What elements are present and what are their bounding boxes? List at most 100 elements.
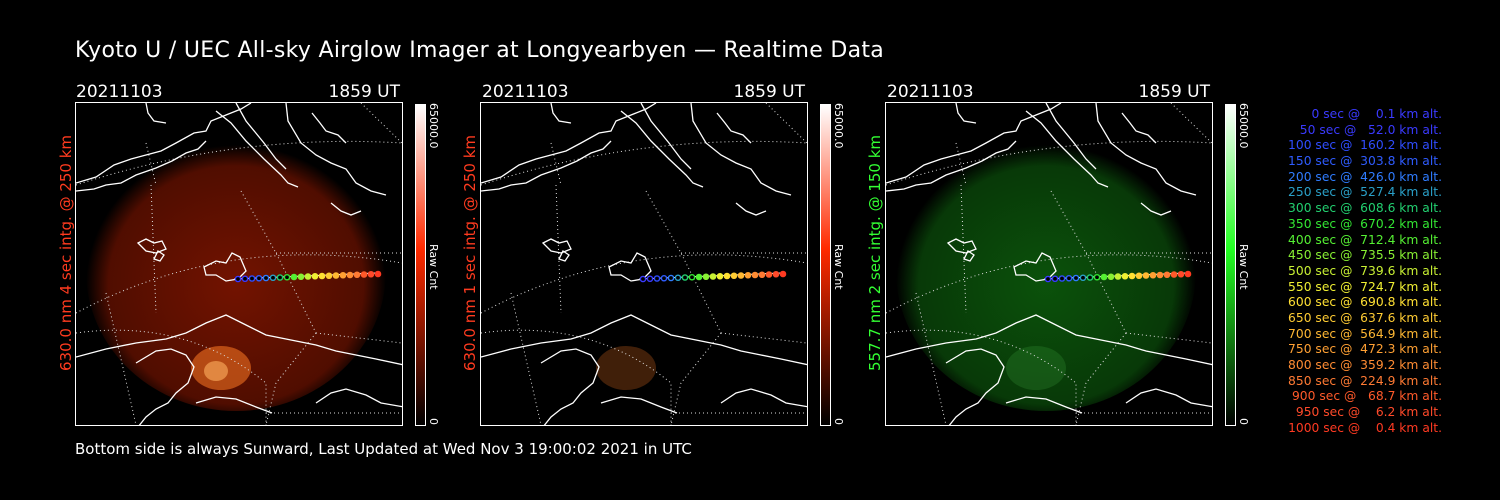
panel2-allsky-image — [480, 102, 808, 426]
legend-entry: 600 sec @ 690.8 km alt. — [1288, 295, 1442, 310]
trajectory-point — [1093, 273, 1101, 281]
trajectory-point — [1149, 271, 1157, 279]
trajectory-point — [737, 272, 745, 279]
trajectory-point — [276, 274, 284, 281]
trajectory-point — [332, 272, 340, 279]
trajectory-point — [367, 270, 375, 278]
panel2-wavelength-label: 630.0 nm 1 sec intg. @ 250 km — [461, 134, 479, 371]
legend-entry: 100 sec @ 160.2 km alt. — [1288, 138, 1442, 153]
aurora-patch — [596, 346, 656, 390]
trajectory-point — [779, 270, 787, 278]
trajectory-point — [723, 272, 731, 280]
trajectory-point — [1051, 275, 1059, 283]
panel3-wavelength-label: 557.7 nm 2 sec intg. @ 150 km — [866, 134, 884, 371]
coastlines — [481, 103, 807, 425]
lat-lon-grid — [481, 103, 807, 425]
trajectory-point — [758, 271, 766, 279]
legend-entry: 800 sec @ 359.2 km alt. — [1288, 358, 1442, 372]
trajectory-point — [660, 274, 668, 282]
legend-entry: 50 sec @ 52.0 km alt. — [1299, 122, 1442, 137]
trajectory-point — [1128, 272, 1136, 280]
page-title: Kyoto U / UEC All-sky Airglow Imager at … — [75, 38, 885, 63]
legend-entry: 0 sec @ 0.1 km alt. — [1311, 107, 1442, 121]
panel1-time: 1859 UT — [328, 82, 401, 102]
trajectory — [233, 270, 382, 283]
trajectory-point — [1184, 270, 1192, 278]
trajectory-point — [290, 273, 298, 281]
panel2-date: 20211103 — [482, 82, 569, 102]
trajectory-point — [646, 275, 654, 283]
trajectory-point — [353, 271, 361, 279]
legend-entry: 700 sec @ 564.9 km alt. — [1288, 326, 1442, 341]
trajectory-point — [639, 275, 647, 283]
trajectory-point — [248, 275, 256, 282]
trajectory-point — [269, 274, 277, 282]
footer-note: Bottom side is always Sunward, Last Upda… — [75, 440, 692, 458]
trajectory-point — [772, 270, 780, 278]
map-svg — [481, 103, 807, 425]
legend-entry: 750 sec @ 472.3 km alt. — [1288, 342, 1442, 357]
legend-entry: 900 sec @ 68.7 km alt. — [1291, 389, 1442, 404]
legend-entry: 350 sec @ 670.2 km alt. — [1288, 216, 1442, 231]
panel3-time: 1859 UT — [1138, 82, 1211, 102]
trajectory — [1043, 270, 1192, 283]
panel1-wavelength-label: 630.0 nm 4 sec intg. @ 250 km — [57, 134, 75, 371]
trajectory-point — [262, 274, 270, 282]
trajectory — [638, 270, 787, 283]
trajectory-point — [346, 271, 354, 279]
trajectory-point — [1114, 273, 1122, 280]
trajectory-point — [1079, 274, 1087, 282]
trajectory-point — [1170, 271, 1178, 278]
legend-entry: 850 sec @ 224.9 km alt. — [1288, 373, 1442, 388]
coastlines — [886, 103, 1212, 425]
trajectory-point — [702, 273, 710, 281]
legend-entry: 400 sec @ 712.4 km alt. — [1288, 232, 1442, 247]
trajectory-point — [339, 271, 347, 279]
legend-entry: 650 sec @ 637.6 km alt. — [1288, 310, 1442, 325]
trajectory-point — [1163, 271, 1171, 279]
legend-entry: 450 sec @ 735.5 km alt. — [1288, 248, 1442, 263]
legend-entry: 200 sec @ 426.0 km alt. — [1288, 169, 1442, 184]
panel2-colorbar — [820, 104, 831, 426]
panel2-colorbar-unit: Raw Cnt — [832, 244, 845, 290]
panel3-colorbar-min: 0 — [1237, 418, 1250, 425]
panel3-date: 20211103 — [887, 82, 974, 102]
trajectory-point — [1044, 275, 1052, 283]
trajectory-point — [1058, 275, 1066, 282]
trajectory-point — [716, 272, 724, 280]
trajectory-point — [1107, 273, 1115, 281]
panel1-date: 20211103 — [76, 82, 163, 102]
map-svg — [76, 103, 402, 425]
trajectory-point — [751, 271, 759, 279]
panel1-colorbar — [415, 104, 426, 426]
panel1-allsky-image — [75, 102, 403, 426]
legend-entry: 500 sec @ 739.6 km alt. — [1288, 263, 1442, 278]
trajectory-point — [1072, 274, 1080, 282]
trajectory-point — [674, 274, 682, 282]
trajectory-point — [1156, 271, 1164, 279]
lat-lon-grid — [886, 103, 1212, 425]
trajectory-point — [297, 273, 305, 281]
trajectory-point — [730, 272, 738, 280]
trajectory-point — [311, 272, 319, 280]
legend-entry: 550 sec @ 724.7 km alt. — [1288, 279, 1442, 294]
aurora-patch — [1006, 346, 1066, 390]
legend-entry: 950 sec @ 6.2 km alt. — [1295, 405, 1442, 420]
legend-entry: 300 sec @ 608.6 km alt. — [1288, 201, 1442, 216]
altitude-legend: 0 sec @ 0.1 km alt. 50 sec @ 52.0 km alt.… — [1288, 107, 1442, 436]
trajectory-point — [1135, 272, 1143, 280]
trajectory-point — [360, 271, 368, 278]
trajectory-point — [241, 275, 249, 283]
trajectory-point — [374, 270, 382, 278]
trajectory-point — [765, 271, 773, 278]
trajectory-point — [1142, 272, 1150, 279]
trajectory-point — [1065, 274, 1073, 282]
trajectory-point — [744, 271, 752, 279]
panel2-time: 1859 UT — [733, 82, 806, 102]
trajectory-point — [1177, 270, 1185, 278]
trajectory-point — [1100, 273, 1108, 281]
trajectory-point — [234, 275, 242, 283]
legend-entry: 250 sec @ 527.4 km alt. — [1288, 185, 1442, 200]
trajectory-point — [304, 273, 312, 280]
trajectory-point — [283, 273, 291, 281]
